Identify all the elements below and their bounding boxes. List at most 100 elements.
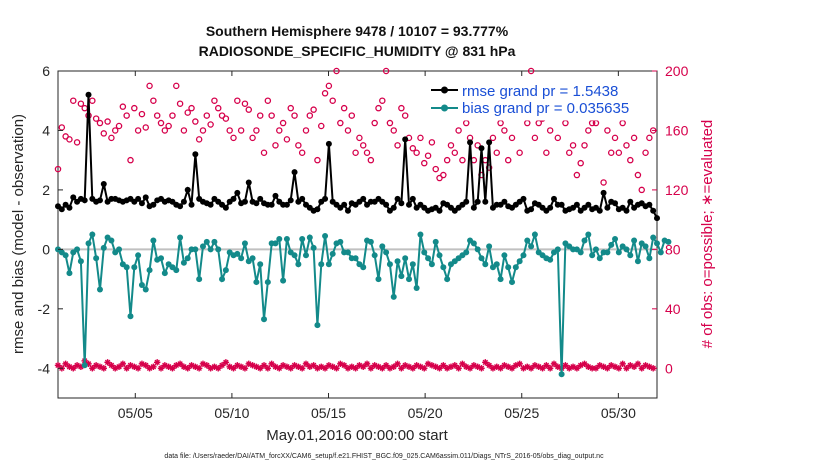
obs-possible-marker xyxy=(127,156,134,164)
rmse-point xyxy=(142,194,149,201)
bias-point xyxy=(512,264,519,271)
obs-possible-marker xyxy=(314,156,321,164)
asterisk-stroke xyxy=(478,365,485,372)
bias-point xyxy=(596,255,603,262)
bias-point xyxy=(615,249,622,256)
obs-possible-marker xyxy=(348,112,356,119)
bias-point xyxy=(93,255,100,262)
obs-possible-marker xyxy=(359,142,367,149)
bias-point xyxy=(192,246,199,253)
x-tick-label: 05/25 xyxy=(504,405,539,421)
bias-point xyxy=(207,246,214,253)
obs-possible-marker xyxy=(70,97,77,104)
legend-bias-label: bias grand pr = 0.035635 xyxy=(462,100,629,117)
bias-point xyxy=(257,261,264,268)
asterisk-stroke xyxy=(612,364,618,370)
asterisk-stroke xyxy=(154,359,160,366)
rmse-point xyxy=(245,179,252,186)
y2-tick-label: 40 xyxy=(665,301,681,317)
asterisk-stroke xyxy=(268,361,275,367)
obs-possible-marker xyxy=(142,124,150,131)
obs-evaluated-marker xyxy=(195,365,203,372)
asterisk-stroke xyxy=(253,364,260,370)
bias-point xyxy=(402,255,409,262)
rmse-point xyxy=(344,207,351,214)
asterisk-stroke xyxy=(383,362,389,369)
asterisk-stroke xyxy=(303,361,309,367)
obs-possible-marker xyxy=(375,104,382,112)
rmse-point xyxy=(486,139,493,146)
obs-possible-marker xyxy=(329,97,336,104)
obs-possible-marker xyxy=(413,149,420,156)
bias-point xyxy=(81,362,88,369)
rmse-point xyxy=(100,180,107,187)
bias-point xyxy=(428,261,435,268)
bias-point xyxy=(310,244,317,251)
asterisk-stroke xyxy=(62,361,69,367)
obs-possible-marker xyxy=(214,104,222,112)
obs-possible-marker xyxy=(264,97,272,104)
obs-possible-marker xyxy=(54,165,62,173)
obs-possible-marker xyxy=(104,118,111,125)
obs-evaluated-marker xyxy=(539,365,546,372)
asterisk-stroke xyxy=(143,362,149,369)
obs-evaluated-marker xyxy=(215,365,222,372)
legend-box xyxy=(426,79,644,121)
asterisk-stroke xyxy=(581,361,588,367)
rmse-point xyxy=(70,194,77,201)
asterisk-stroke xyxy=(452,362,458,369)
asterisk-stroke xyxy=(74,362,80,369)
obs-evaluated-marker xyxy=(333,365,340,372)
bias-point xyxy=(577,249,584,256)
asterisk-stroke xyxy=(165,364,172,370)
rmse-point xyxy=(322,195,329,202)
bias-point xyxy=(253,279,260,286)
obs-possible-marker xyxy=(565,149,573,156)
bias-point xyxy=(604,249,611,256)
bias-point xyxy=(66,270,73,277)
asterisk-stroke xyxy=(211,364,218,370)
bias-point xyxy=(299,235,306,242)
rmse-point xyxy=(470,204,477,211)
bias-point xyxy=(283,235,290,242)
obs-possible-marker xyxy=(73,139,81,146)
rmse-point xyxy=(81,197,88,204)
legend-rmse-marker xyxy=(441,86,448,94)
bias-point xyxy=(470,240,477,247)
obs-evaluated-marker xyxy=(638,365,645,372)
obs-evaluated-marker xyxy=(516,360,523,368)
asterisk-stroke xyxy=(642,362,649,369)
bias-point xyxy=(612,235,619,242)
obs-evaluated-marker xyxy=(134,365,142,372)
asterisk-stroke xyxy=(135,365,141,372)
y-tick-label: 4 xyxy=(42,122,50,138)
asterisk-stroke xyxy=(371,362,378,369)
rmse-point xyxy=(482,198,489,205)
rmse-point xyxy=(612,200,619,207)
rmse-point xyxy=(436,207,443,214)
asterisk-stroke xyxy=(200,361,206,367)
rmse-point xyxy=(85,91,92,98)
obs-possible-marker xyxy=(253,127,260,134)
obs-possible-marker xyxy=(115,122,123,130)
asterisk-stroke xyxy=(406,364,412,370)
obs-possible-marker xyxy=(646,134,653,142)
bias-point xyxy=(482,261,489,268)
obs-possible-marker xyxy=(77,100,85,107)
bias-point xyxy=(127,313,134,320)
obs-possible-marker xyxy=(455,127,462,134)
bias-point xyxy=(318,261,325,268)
asterisk-stroke xyxy=(188,362,195,369)
obs-possible-marker xyxy=(554,134,562,142)
bias-point xyxy=(631,237,638,244)
bias-point xyxy=(123,264,130,271)
obs-evaluated-marker xyxy=(455,365,462,372)
obs-possible-marker xyxy=(138,110,146,118)
rmse-point xyxy=(257,195,264,202)
rmse-point xyxy=(241,198,248,205)
obs-possible-marker xyxy=(302,127,310,134)
rmse-point xyxy=(650,207,657,214)
obs-evaluated-marker xyxy=(96,363,104,370)
bias-point xyxy=(493,261,500,268)
